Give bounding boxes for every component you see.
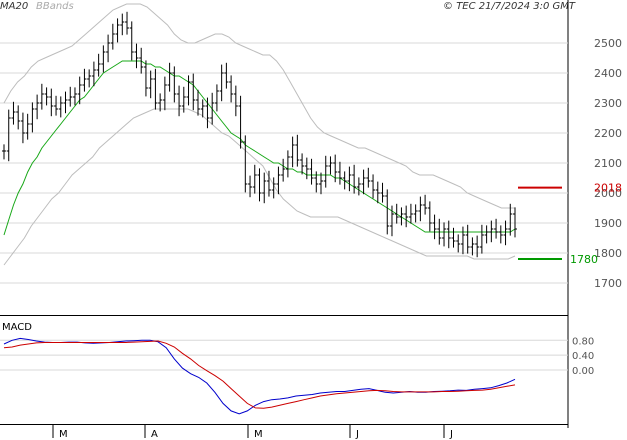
ma20-label: MA20 (0, 1, 28, 12)
price-tick-label: 2100 (594, 157, 622, 170)
bbands-lower-line (3, 108, 516, 266)
month-label: J (449, 429, 453, 440)
macd-panel: MACD 0.80 0.40 0.00 (0, 322, 594, 415)
bbands-upper-line (3, 3, 515, 209)
macd-tick-label: 0.80 (572, 336, 594, 347)
price-tick-label: 2300 (594, 97, 622, 110)
price-tick-label: 2500 (594, 37, 622, 50)
price-tick-label: 2200 (594, 127, 622, 140)
resistance-level-label: 2018 (594, 182, 622, 195)
month-label: A (151, 429, 158, 440)
macd-tick-label: 0.00 (572, 366, 594, 377)
price-panel: 1700 1800 1900 2000 2100 2200 2300 2400 2500 2018… (0, 0, 622, 428)
price-tick-label: 1800 (594, 247, 622, 260)
month-label: J (355, 429, 359, 440)
ma20-line (3, 60, 516, 236)
month-label: M (59, 429, 68, 440)
price-tick-label: 1700 (594, 277, 622, 290)
price-tick-label: 1900 (594, 217, 622, 230)
macd-title: MACD (2, 322, 32, 333)
month-label: M (254, 429, 263, 440)
price-tick-label: 2000 (594, 187, 622, 200)
support-level-label: 1780 (570, 253, 598, 266)
signal-line (3, 340, 516, 409)
bbands-label: BBands (36, 1, 74, 12)
macd-line (3, 337, 516, 415)
price-tick-label: 2400 (594, 67, 622, 80)
macd-tick-label: 0.40 (572, 351, 594, 362)
copyright-label: © TEC 21/7/2024 3:0 GMT (443, 1, 576, 12)
